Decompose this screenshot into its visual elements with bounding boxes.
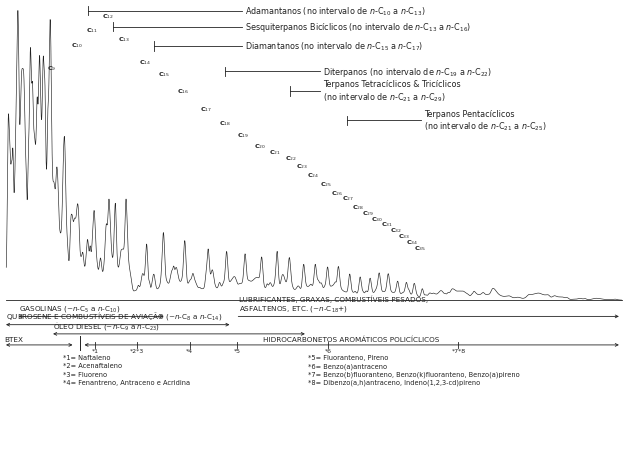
Text: GASOLINAS (~$n$-C$_5$ a $n$-C$_{10}$): GASOLINAS (~$n$-C$_5$ a $n$-C$_{10}$) <box>19 303 120 313</box>
Text: Sesquiterpanos Bicíclicos (no intervalo de $n$-C$_{13}$ a $n$-C$_{16}$): Sesquiterpanos Bicíclicos (no intervalo … <box>245 21 471 34</box>
Text: C$_9$: C$_9$ <box>46 64 56 73</box>
Text: *7= Benzo(b)fluoranteno, Benzo(k)fluoranteno, Benzo(a)pireno: *7= Benzo(b)fluoranteno, Benzo(k)fluoran… <box>308 371 519 377</box>
Text: C$_{32}$: C$_{32}$ <box>390 226 402 235</box>
Text: C$_{27}$: C$_{27}$ <box>342 194 354 203</box>
Text: *7*8: *7*8 <box>452 348 465 353</box>
Text: C$_{21}$: C$_{21}$ <box>269 148 281 157</box>
Text: *5: *5 <box>234 348 241 353</box>
Text: C$_{28}$: C$_{28}$ <box>352 203 364 212</box>
Text: C$_{34}$: C$_{34}$ <box>406 237 418 246</box>
Text: *3= Fluoreno: *3= Fluoreno <box>63 371 107 377</box>
Text: Diamantanos (no intervalo de $n$-C$_{15}$ a $n$-C$_{17}$): Diamantanos (no intervalo de $n$-C$_{15}… <box>245 40 423 53</box>
Text: C$_{20}$: C$_{20}$ <box>254 142 266 151</box>
Text: HIDROCARBONETOS AROMÁTICOS POLICÍCLICOS: HIDROCARBONETOS AROMÁTICOS POLICÍCLICOS <box>264 336 440 342</box>
Text: Terpanos Tetracíclicos & Tricíclicos
(no intervalo de $n$-C$_{21}$ a $n$-C$_{29}: Terpanos Tetracíclicos & Tricíclicos (no… <box>323 80 461 103</box>
Text: C$_{30}$: C$_{30}$ <box>371 214 383 223</box>
Text: Adamantanos (no intervalo de $n$-C$_{10}$ a $n$-C$_{13}$): Adamantanos (no intervalo de $n$-C$_{10}… <box>245 5 425 18</box>
Text: C$_{19}$: C$_{19}$ <box>237 130 249 139</box>
Text: ÓLEO DIESEL (~$n$-C$_9$ a $n$-C$_{23}$): ÓLEO DIESEL (~$n$-C$_9$ a $n$-C$_{23}$) <box>53 319 161 331</box>
Text: *2= Acenaftaleno: *2= Acenaftaleno <box>63 363 122 369</box>
Text: C$_{11}$: C$_{11}$ <box>87 26 99 35</box>
Text: C$_{10}$: C$_{10}$ <box>71 41 83 50</box>
Text: *4= Fenantreno, Antraceno e Acridina: *4= Fenantreno, Antraceno e Acridina <box>63 379 190 385</box>
Text: C$_{18}$: C$_{18}$ <box>219 119 230 128</box>
Text: *5= Fluoranteno, Pireno: *5= Fluoranteno, Pireno <box>308 354 388 360</box>
Text: LUBRIFICANTES, GRAXAS, COMBUSTÍVEIS PESADOS,
ASFALTENOS, ETC. (~$n$-C$_{18}$+): LUBRIFICANTES, GRAXAS, COMBUSTÍVEIS PESA… <box>239 295 428 313</box>
Text: QUEROSENE E COMBUSTÍVEIS DE AVIAÇÃO (~$n$-C$_8$ a $n$-C$_{14}$): QUEROSENE E COMBUSTÍVEIS DE AVIAÇÃO (~$n… <box>6 310 222 322</box>
Text: C$_{13}$: C$_{13}$ <box>118 35 131 44</box>
Text: C$_{29}$: C$_{29}$ <box>362 208 374 218</box>
Text: C$_{31}$: C$_{31}$ <box>381 220 392 229</box>
Text: *6= Benzo(a)antraceno: *6= Benzo(a)antraceno <box>308 363 387 369</box>
Text: C$_{35}$: C$_{35}$ <box>414 243 426 252</box>
Text: C$_{22}$: C$_{22}$ <box>284 154 296 162</box>
Text: *6: *6 <box>324 348 332 353</box>
Text: C$_{24}$: C$_{24}$ <box>307 171 320 180</box>
Text: C$_{33}$: C$_{33}$ <box>398 232 411 241</box>
Text: *8= Dibenzo(a,h)antraceno, Indeno(1,2,3-cd)pireno: *8= Dibenzo(a,h)antraceno, Indeno(1,2,3-… <box>308 379 480 386</box>
Text: C$_{17}$: C$_{17}$ <box>200 104 212 113</box>
Text: C$_{26}$: C$_{26}$ <box>330 188 343 197</box>
Text: Terpanos Pentacíclicos
(no intervalo de $n$-C$_{21}$ a $n$-C$_{25}$): Terpanos Pentacíclicos (no intervalo de … <box>424 110 546 133</box>
Text: C$_{16}$: C$_{16}$ <box>177 87 190 96</box>
Text: *2*3: *2*3 <box>130 348 144 353</box>
Text: Diterpanos (no intervalo de $n$-C$_{19}$ a $n$-C$_{22}$): Diterpanos (no intervalo de $n$-C$_{19}$… <box>323 66 492 78</box>
Text: C$_{25}$: C$_{25}$ <box>320 179 332 189</box>
Text: C$_{23}$: C$_{23}$ <box>296 162 308 171</box>
Text: *4: *4 <box>186 348 193 353</box>
Text: *1: *1 <box>92 348 99 353</box>
Text: C$_{15}$: C$_{15}$ <box>158 70 171 78</box>
Text: C$_{12}$: C$_{12}$ <box>102 12 114 21</box>
Text: BTEX: BTEX <box>4 336 23 342</box>
Text: C$_{14}$: C$_{14}$ <box>139 58 151 67</box>
Text: *1= Naftaleno: *1= Naftaleno <box>63 354 111 360</box>
